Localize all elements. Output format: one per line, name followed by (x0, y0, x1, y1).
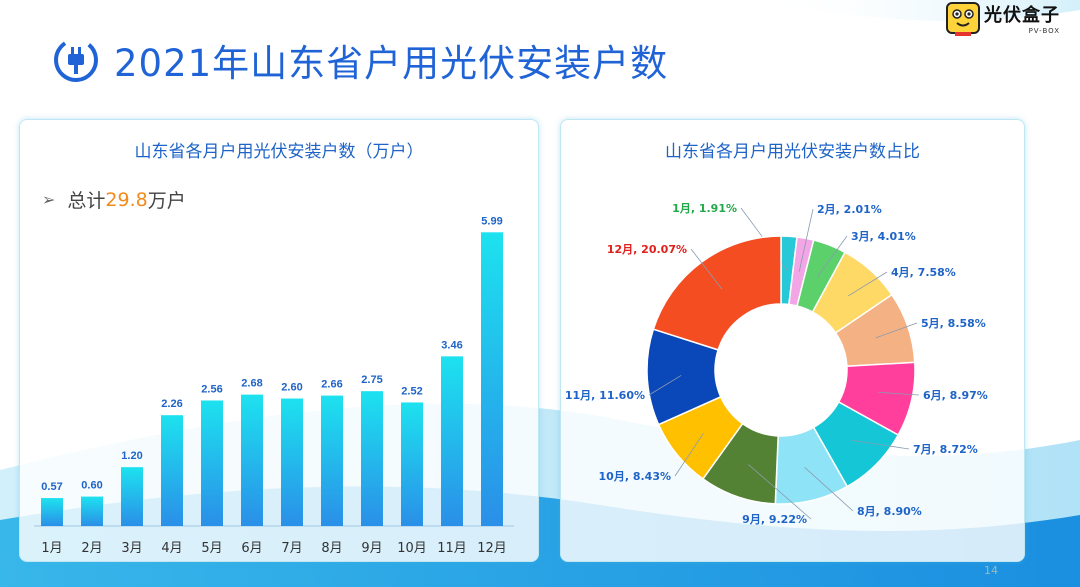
arrow-bullet-icon: ➢ (42, 190, 56, 209)
donut-slice (652, 235, 782, 351)
page-number: 14 (984, 564, 998, 577)
logo-subtitle: PV-BOX (1028, 27, 1060, 35)
slice-label: 11月, 11.60% (565, 389, 645, 402)
bar-value-label: 0.57 (41, 481, 62, 493)
total-summary: ➢ 总计 29.8 万户 (42, 186, 186, 213)
bar (81, 496, 103, 526)
x-tick-label: 9月 (361, 541, 382, 556)
bar-chart-panel: 山东省各月户用光伏安装户数（万户） ➢ 总计 29.8 万户 0.57 1月 0.6… (19, 119, 539, 562)
leader-line (648, 375, 682, 396)
slice-label: 12月, 20.07% (607, 243, 687, 256)
bar-value-label: 2.26 (161, 398, 182, 410)
logo-face-icon (946, 2, 980, 36)
total-prefix: 总计 (67, 190, 106, 212)
bar (321, 395, 343, 526)
slice-label: 9月, 9.22% (742, 513, 807, 526)
leader-line (804, 466, 854, 512)
x-tick-label: 7月 (281, 541, 302, 556)
logo-name: 光伏盒子 (984, 5, 1060, 26)
brand-logo: 光伏盒子 PV-BOX (946, 2, 1076, 40)
leader-line (817, 235, 848, 278)
bar (241, 394, 263, 526)
leader-line (852, 439, 910, 450)
x-tick-label: 5月 (201, 541, 222, 556)
leader-line (875, 322, 918, 339)
bar-value-label: 2.60 (281, 382, 302, 394)
slice-label: 1月, 1.91% (672, 202, 737, 215)
header: 2021年山东省户用光伏安装户数 (52, 34, 668, 86)
bar (161, 415, 183, 526)
bar-chart: 0.57 1月 0.60 2月 1.20 3月 2.26 4月 2.56 5月 2.68 6月 2.60… (34, 215, 514, 556)
slice-label: 3月, 4.01% (851, 230, 916, 243)
slice-label: 10月, 8.43% (599, 470, 671, 483)
bar (281, 398, 303, 526)
x-tick-label: 11月 (437, 541, 467, 556)
bar (121, 467, 143, 526)
bar-value-label: 1.20 (121, 450, 142, 462)
donut-chart-title: 山东省各月户用光伏安装户数占比 (665, 142, 920, 162)
slice-label: 7月, 8.72% (913, 443, 978, 456)
bar-chart-title: 山东省各月户用光伏安装户数（万户） (134, 142, 424, 162)
bar (361, 391, 383, 526)
bar-value-label: 2.75 (361, 374, 382, 386)
x-tick-label: 8月 (321, 541, 342, 556)
donut-chart-panel: 山东省各月户用光伏安装户数占比 1月, 1.91% 2月, 2.01% 3月, 4.… (560, 119, 1025, 562)
bar (201, 400, 223, 526)
leader-line (690, 248, 723, 290)
bar-value-label: 2.66 (321, 379, 342, 391)
bar-value-label: 2.52 (401, 385, 422, 397)
leader-line (878, 391, 920, 396)
total-value: 29.8 (105, 188, 148, 211)
leader-line (847, 271, 888, 297)
bar (401, 402, 423, 526)
leader-line (674, 432, 704, 477)
slice-label: 5月, 8.58% (921, 317, 986, 330)
x-tick-label: 1月 (41, 541, 62, 556)
x-tick-label: 2月 (81, 541, 102, 556)
slice-label: 8月, 8.90% (857, 505, 922, 518)
x-tick-label: 6月 (241, 541, 262, 556)
slice-label: 2月, 2.01% (817, 203, 882, 216)
bar-value-label: 0.60 (81, 480, 102, 492)
bar-value-label: 2.68 (241, 378, 262, 390)
bar (481, 232, 503, 526)
bar-value-label: 2.56 (201, 383, 222, 395)
bar-value-label: 3.46 (441, 339, 462, 351)
leader-line (748, 464, 812, 520)
bar-value-label: 5.99 (481, 215, 502, 227)
page-title: 2021年山东省户用光伏安装户数 (114, 42, 669, 85)
slice-label: 4月, 7.58% (891, 266, 956, 279)
x-tick-label: 3月 (121, 541, 142, 556)
plug-icon (54, 38, 98, 82)
x-tick-label: 12月 (477, 541, 507, 556)
total-unit: 万户 (147, 190, 186, 212)
slice-label: 6月, 8.97% (923, 389, 988, 402)
x-tick-label: 4月 (161, 541, 182, 556)
leader-line (798, 208, 814, 272)
bar (441, 356, 463, 526)
donut-chart: 1月, 1.91% 2月, 2.01% 3月, 4.01% 4月, 7.58% 5月, … (565, 202, 988, 526)
bar (41, 498, 63, 526)
x-tick-label: 10月 (397, 541, 427, 556)
